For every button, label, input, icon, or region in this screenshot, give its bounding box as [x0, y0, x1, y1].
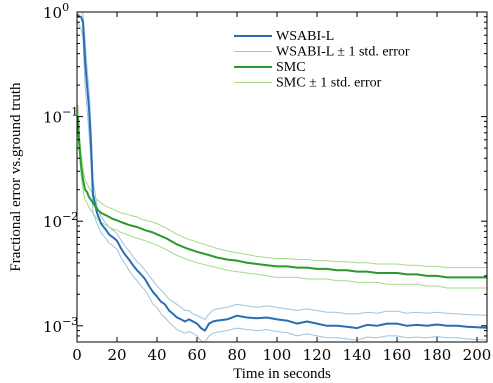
x-tick-label: 80 [227, 346, 246, 364]
x-tick-label: 20 [107, 346, 126, 364]
x-tick-label: 200 [463, 346, 492, 364]
y-axis-title: Fractional error vs.ground truth [8, 82, 24, 272]
legend-label: WSABI-L [276, 29, 334, 44]
x-tick-label: 120 [303, 346, 332, 364]
series-band-1-1 [77, 21, 487, 342]
y-tick-label: 10−2 [43, 210, 78, 231]
series-band-1-0 [78, 12, 487, 320]
x-tick-label: 60 [187, 346, 206, 364]
series-band-3-1 [77, 126, 487, 289]
y-tick-label: 10−3 [43, 315, 78, 336]
x-tick-label: 0 [72, 346, 82, 364]
x-axis-title: Time in seconds [233, 366, 331, 382]
x-tick-label: 100 [263, 346, 292, 364]
legend-label: SMC [276, 60, 306, 75]
axis-ticks: 0 20 40 60 80 100 120 140 160 180 200 10−3 10−2 10−1 1… [43, 1, 491, 364]
series-band-3-0 [77, 104, 487, 269]
y-tick-label: 10−1 [43, 106, 78, 127]
y-tick-label: 100 [43, 1, 69, 22]
series-line-2 [77, 116, 487, 279]
x-tick-label: 180 [423, 346, 452, 364]
plot-area-frame [76, 11, 488, 343]
x-tick-label: 40 [147, 346, 166, 364]
legend-label: WSABI-L ± 1 std. error [276, 45, 410, 60]
series-line-0 [77, 13, 487, 332]
x-tick-label: 160 [383, 346, 412, 364]
legend-label: SMC ± 1 std. error [276, 76, 382, 91]
x-tick-label: 140 [343, 346, 372, 364]
plot-lines [77, 12, 487, 342]
